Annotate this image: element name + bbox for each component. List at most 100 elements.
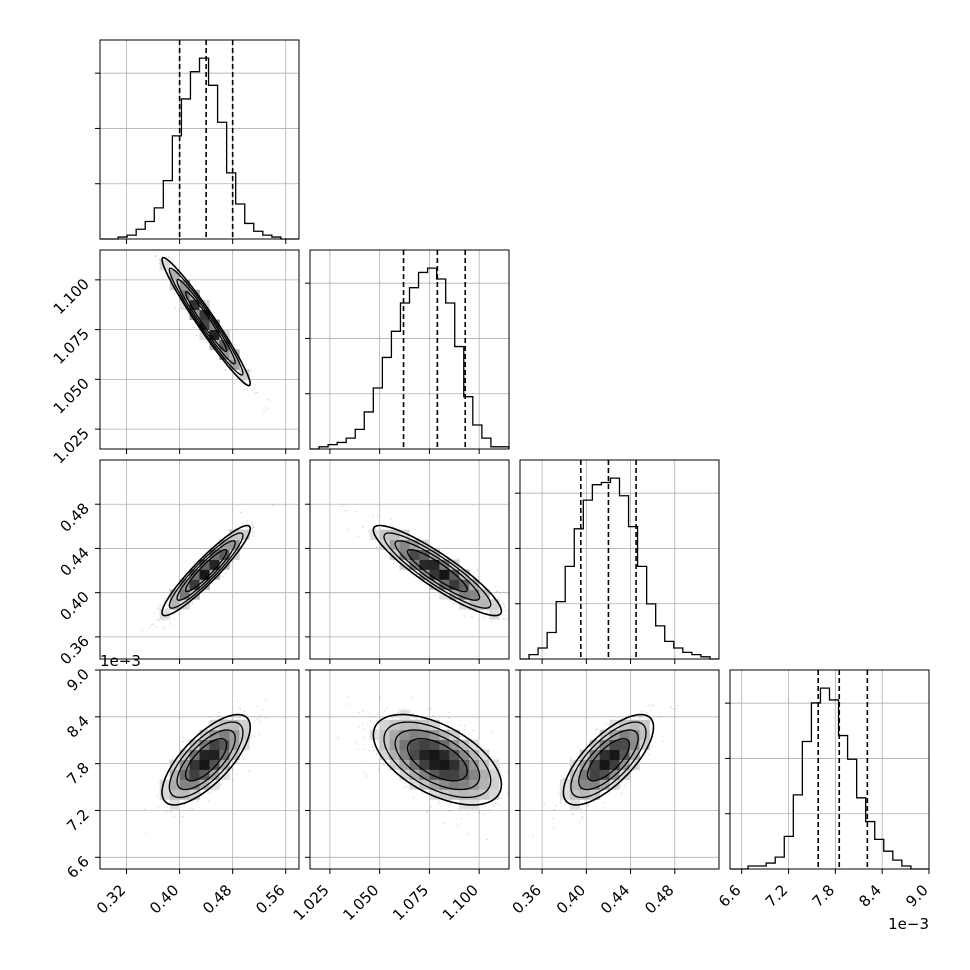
y-tick-label: 1.050 xyxy=(50,374,93,417)
density-cell xyxy=(429,789,440,800)
density-cell xyxy=(179,589,190,600)
density-cell xyxy=(449,579,460,590)
pair-content xyxy=(310,460,509,659)
contour-level-0 xyxy=(184,548,228,593)
pair-panel-1-3 xyxy=(309,669,510,870)
x-tick-label: 8.4 xyxy=(855,881,885,911)
x-tick-label: 0.36 xyxy=(509,881,545,917)
density-cell xyxy=(409,779,420,790)
pair-frame xyxy=(99,669,300,870)
density-cell xyxy=(229,359,240,370)
density-cell xyxy=(419,539,430,550)
pair-frame xyxy=(519,669,720,870)
density-cell xyxy=(389,749,400,760)
density-cell xyxy=(169,599,180,610)
contour-level-1 xyxy=(394,729,481,791)
x-tick-label: 0.40 xyxy=(146,881,182,917)
density-cell xyxy=(619,729,630,741)
density-cell xyxy=(389,549,400,560)
density-cell xyxy=(199,739,210,750)
pair-content xyxy=(310,670,509,869)
density-cell xyxy=(579,749,591,760)
density-cell xyxy=(609,739,620,750)
density-cell xyxy=(409,759,420,770)
density-cell xyxy=(209,339,220,350)
density-cell xyxy=(219,749,230,760)
density-cell xyxy=(209,719,220,731)
density-cell xyxy=(419,739,430,750)
density-cell xyxy=(629,739,640,750)
x-tick-label: 7.2 xyxy=(762,881,792,911)
hist-bars xyxy=(730,687,929,870)
density-cell xyxy=(169,759,180,770)
pair-frame xyxy=(309,669,510,870)
density-cell xyxy=(429,749,440,760)
density-cell xyxy=(569,779,581,790)
density-cell xyxy=(579,779,591,790)
contour-level-3 xyxy=(372,713,503,806)
x-offset-text: 1e−3 xyxy=(888,915,929,933)
density-cell xyxy=(169,269,180,281)
density-cell xyxy=(639,719,650,731)
density-cell xyxy=(419,749,430,760)
density-cell xyxy=(399,769,410,780)
density-cell xyxy=(439,749,450,760)
density-cell xyxy=(579,789,591,800)
x-tick-label: 0.48 xyxy=(641,881,677,917)
density-cell xyxy=(209,729,220,741)
density-cell xyxy=(459,789,470,800)
density-cell xyxy=(449,769,460,780)
density-cell xyxy=(169,779,180,790)
density-cell xyxy=(409,719,420,731)
density-cell xyxy=(469,789,480,800)
density-cell xyxy=(589,779,600,790)
x-tick-label: 0.44 xyxy=(597,881,633,917)
density-cell xyxy=(469,579,480,590)
x-tick-label: 1.050 xyxy=(339,881,382,924)
pair-frame xyxy=(309,459,510,660)
density-cell xyxy=(609,779,620,790)
density-cell xyxy=(449,789,460,800)
x-tick-label: 6.6 xyxy=(715,881,745,911)
density-cell xyxy=(439,559,450,570)
y-tick-label: 1.075 xyxy=(50,325,93,368)
density-cell xyxy=(569,759,581,770)
density-cell xyxy=(599,749,610,760)
density-cell xyxy=(189,769,200,780)
y-tick-label: 9.0 xyxy=(63,665,93,695)
hist-bars xyxy=(100,57,299,240)
pair-panel-2-3 xyxy=(519,669,720,870)
hist-bars xyxy=(310,267,510,450)
density-cell xyxy=(599,729,610,741)
density-cell xyxy=(439,759,450,770)
density-cell xyxy=(399,729,410,741)
density-cell xyxy=(419,759,430,770)
contour-level-0 xyxy=(406,548,468,593)
x-tick-label: 1.025 xyxy=(290,881,333,924)
pair-panel-1-2 xyxy=(309,459,510,660)
density-cell xyxy=(459,739,470,750)
density-cell xyxy=(639,729,650,741)
density-cell xyxy=(199,759,210,770)
density-cell xyxy=(379,749,390,760)
x-tick-label: 0.48 xyxy=(199,881,235,917)
density-cell xyxy=(239,729,250,741)
hist-frame xyxy=(519,459,720,660)
density-cell xyxy=(199,569,210,580)
contour-level-1 xyxy=(176,540,236,601)
density-cell xyxy=(449,739,460,750)
density-cell xyxy=(419,769,430,780)
density-cell xyxy=(469,749,480,760)
density-cell xyxy=(469,599,480,610)
density-cell xyxy=(429,729,440,741)
density-cell xyxy=(209,739,220,750)
y-tick-label: 0.36 xyxy=(56,632,92,668)
density-cell xyxy=(629,749,640,760)
density-cell xyxy=(399,719,410,731)
hist-panel-3 xyxy=(725,669,930,870)
density-cell xyxy=(589,759,600,770)
contour-level-0 xyxy=(586,738,631,782)
density-cell xyxy=(489,779,500,790)
density-cell xyxy=(379,539,390,550)
